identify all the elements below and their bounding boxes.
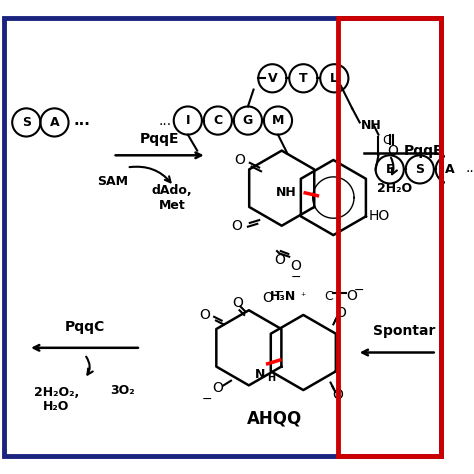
Text: Met: Met (158, 199, 185, 211)
Text: 2H₂O₂,: 2H₂O₂, (34, 386, 79, 400)
Text: H₃N: H₃N (270, 290, 296, 303)
Text: C: C (383, 134, 391, 147)
Text: I: I (185, 114, 190, 127)
Text: NH: NH (361, 119, 382, 132)
Text: −: − (354, 284, 364, 297)
Text: O: O (234, 153, 245, 167)
Text: O: O (336, 306, 346, 320)
Text: T: T (299, 72, 308, 85)
Text: V: V (267, 72, 277, 85)
Text: L: L (330, 72, 338, 85)
Text: S: S (22, 116, 31, 129)
Text: ...: ... (73, 113, 90, 128)
Text: O: O (262, 291, 273, 305)
Text: PqqE: PqqE (140, 132, 179, 146)
Text: −: − (291, 271, 301, 284)
Text: N: N (255, 368, 265, 381)
Text: −: − (201, 393, 212, 406)
Text: C: C (324, 290, 333, 303)
Text: G: G (243, 114, 253, 127)
Text: O: O (212, 381, 223, 395)
Text: S: S (415, 163, 424, 176)
Text: AHQQ: AHQQ (246, 409, 302, 427)
Text: 2H₂O: 2H₂O (377, 182, 412, 195)
Text: O: O (291, 259, 301, 273)
Text: ⁺: ⁺ (301, 292, 306, 302)
Text: O: O (231, 219, 242, 233)
Text: NH: NH (276, 186, 297, 200)
Text: 3O₂: 3O₂ (110, 383, 135, 397)
Text: HO: HO (369, 210, 390, 223)
Text: O: O (333, 388, 344, 402)
Text: O: O (199, 308, 210, 322)
Text: Spontar: Spontar (373, 324, 435, 338)
Text: C: C (213, 114, 222, 127)
Text: dAdo,: dAdo, (152, 184, 192, 198)
Text: M: M (272, 114, 284, 127)
Text: O: O (232, 296, 243, 310)
Text: PqqB: PqqB (404, 144, 445, 158)
Text: A: A (50, 116, 59, 129)
Text: O: O (387, 144, 398, 158)
Text: A: A (445, 163, 455, 176)
Text: ...: ... (466, 161, 474, 174)
Bar (338, 18, 441, 456)
Text: −: − (273, 286, 284, 299)
Text: ...: ... (159, 114, 172, 128)
Text: E: E (385, 163, 394, 176)
Text: SAM: SAM (97, 175, 128, 188)
Text: O: O (346, 289, 357, 303)
Text: H: H (267, 373, 275, 383)
Text: O: O (274, 254, 285, 267)
Text: PqqC: PqqC (64, 320, 105, 334)
Text: H₂O: H₂O (43, 401, 70, 413)
